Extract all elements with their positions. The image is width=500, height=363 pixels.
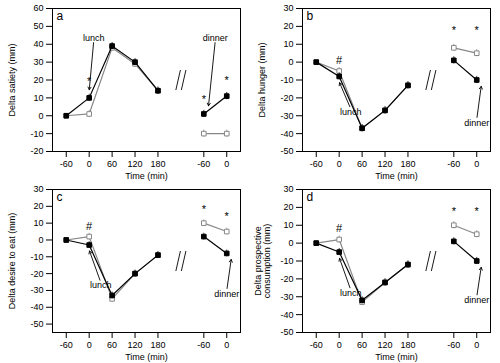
svg-text:0: 0 — [224, 340, 229, 350]
svg-text:dinner: dinner — [214, 289, 239, 299]
svg-text:0: 0 — [288, 57, 293, 67]
svg-text:20: 20 — [283, 21, 293, 31]
svg-text:180: 180 — [400, 340, 415, 350]
svg-text:-50: -50 — [30, 319, 43, 329]
svg-text:b: b — [307, 9, 314, 23]
svg-text:0: 0 — [474, 340, 479, 350]
svg-text:Time (min): Time (min) — [375, 171, 418, 181]
svg-text:-60: -60 — [60, 159, 73, 169]
svg-text:10: 10 — [283, 220, 293, 230]
svg-text:Delta prospectiveconsumption (: Delta prospectiveconsumption (mm) — [253, 224, 272, 299]
svg-text:dinner: dinner — [464, 118, 489, 128]
svg-text:30: 30 — [283, 184, 293, 194]
svg-text:0: 0 — [38, 111, 43, 121]
svg-text:-60: -60 — [197, 159, 210, 169]
svg-text:20: 20 — [33, 75, 43, 85]
svg-text:*: * — [225, 210, 230, 222]
svg-text:60: 60 — [357, 340, 367, 350]
svg-text:Time (min): Time (min) — [375, 352, 418, 362]
svg-text:0: 0 — [38, 235, 43, 245]
svg-text:40: 40 — [33, 39, 43, 49]
svg-text:180: 180 — [150, 340, 165, 350]
svg-text:0: 0 — [337, 340, 342, 350]
svg-text:-40: -40 — [280, 310, 293, 320]
svg-text:*: * — [452, 205, 457, 217]
svg-text:10: 10 — [283, 39, 293, 49]
svg-text:180: 180 — [400, 159, 415, 169]
svg-text:-60: -60 — [447, 340, 460, 350]
svg-text:60: 60 — [33, 3, 43, 13]
svg-text:60: 60 — [107, 159, 117, 169]
svg-text:-30: -30 — [30, 285, 43, 295]
svg-text:*: * — [475, 205, 480, 217]
svg-text:30: 30 — [33, 184, 43, 194]
svg-text:-40: -40 — [30, 302, 43, 312]
svg-text:30: 30 — [283, 3, 293, 13]
svg-text:10: 10 — [33, 218, 43, 228]
svg-text:-10: -10 — [280, 256, 293, 266]
svg-text:20: 20 — [283, 202, 293, 212]
svg-text:-10: -10 — [30, 129, 43, 139]
svg-text:0: 0 — [87, 340, 92, 350]
svg-text:0: 0 — [288, 238, 293, 248]
svg-text:lunch: lunch — [340, 107, 362, 117]
svg-text:180: 180 — [150, 159, 165, 169]
svg-text:*: * — [202, 203, 207, 215]
svg-text:#: # — [86, 220, 93, 232]
svg-text:20: 20 — [33, 201, 43, 211]
svg-text:a: a — [57, 9, 64, 23]
svg-text:-50: -50 — [280, 146, 293, 156]
svg-text:0: 0 — [337, 159, 342, 169]
svg-text:#: # — [336, 54, 343, 66]
svg-text:50: 50 — [33, 21, 43, 31]
svg-text:-20: -20 — [30, 146, 43, 156]
svg-text:Time (min): Time (min) — [125, 171, 168, 181]
svg-text:#: # — [336, 222, 343, 234]
svg-text:120: 120 — [378, 159, 393, 169]
svg-text:-60: -60 — [447, 159, 460, 169]
svg-text:-30: -30 — [280, 292, 293, 302]
svg-text:-10: -10 — [280, 75, 293, 85]
svg-text:-30: -30 — [280, 111, 293, 121]
svg-text:0: 0 — [474, 159, 479, 169]
svg-text:c: c — [57, 190, 63, 204]
svg-text:*: * — [475, 24, 480, 36]
svg-text:dinner: dinner — [464, 295, 489, 305]
svg-text:-20: -20 — [280, 93, 293, 103]
svg-text:-50: -50 — [280, 327, 293, 337]
svg-text:120: 120 — [128, 159, 143, 169]
svg-text:60: 60 — [357, 159, 367, 169]
svg-text:-60: -60 — [310, 159, 323, 169]
svg-text:120: 120 — [128, 340, 143, 350]
svg-text:0: 0 — [87, 159, 92, 169]
svg-text:lunch: lunch — [90, 280, 112, 290]
svg-text:-60: -60 — [310, 340, 323, 350]
svg-text:0: 0 — [224, 159, 229, 169]
svg-text:*: * — [202, 93, 207, 105]
svg-text:-40: -40 — [280, 129, 293, 139]
svg-text:Delta satiety (mm): Delta satiety (mm) — [7, 43, 17, 116]
svg-text:d: d — [307, 190, 314, 204]
svg-text:60: 60 — [107, 340, 117, 350]
svg-text:10: 10 — [33, 93, 43, 103]
svg-text:-20: -20 — [30, 268, 43, 278]
svg-text:-10: -10 — [30, 252, 43, 262]
svg-text:-60: -60 — [197, 340, 210, 350]
svg-text:dinner: dinner — [203, 33, 228, 43]
svg-text:Time (min): Time (min) — [125, 352, 168, 362]
svg-text:30: 30 — [33, 57, 43, 67]
svg-text:-20: -20 — [280, 274, 293, 284]
svg-text:lunch: lunch — [340, 288, 362, 298]
svg-text:lunch: lunch — [83, 33, 105, 43]
svg-text:120: 120 — [378, 340, 393, 350]
svg-text:Delta desire to eat (mm): Delta desire to eat (mm) — [7, 213, 17, 310]
svg-text:Delta hunger (mm): Delta hunger (mm) — [257, 42, 267, 117]
svg-text:*: * — [225, 74, 230, 86]
svg-text:*: * — [452, 24, 457, 36]
svg-text:-60: -60 — [60, 340, 73, 350]
